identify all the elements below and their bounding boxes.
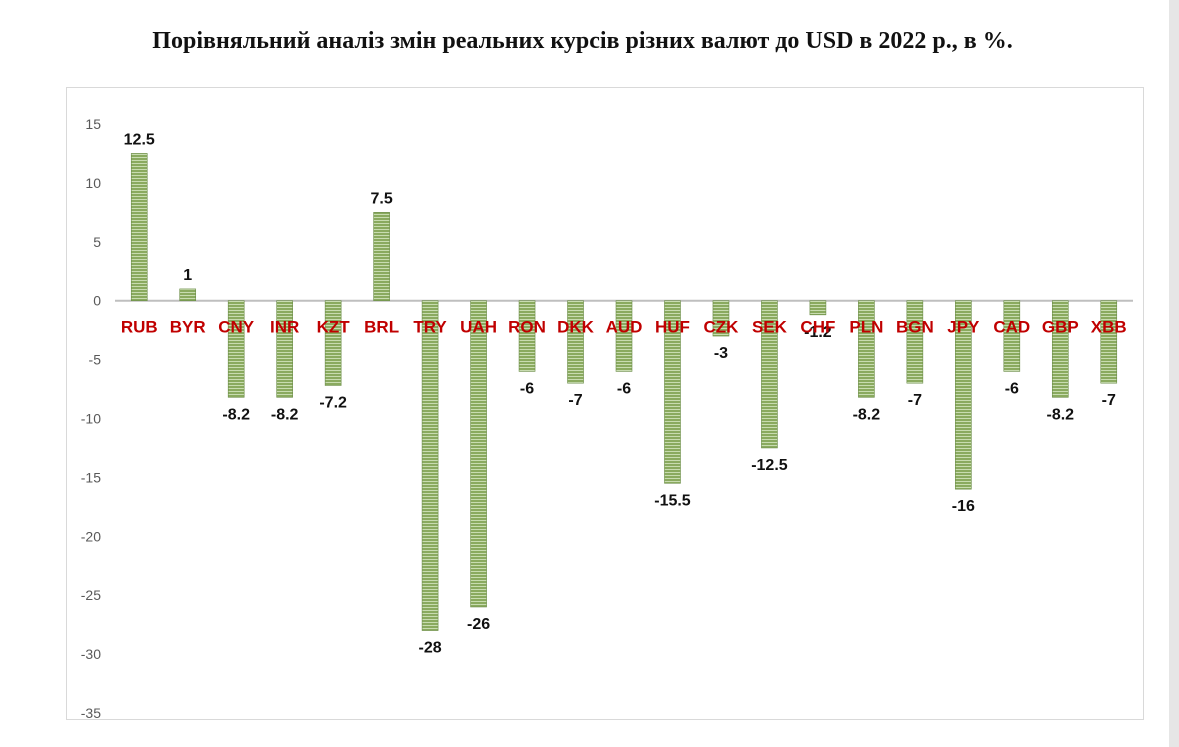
y-tick-label: -15 [81,469,101,485]
data-label: 12.5 [124,131,155,148]
bar-pln [858,300,875,398]
data-label: 7.5 [370,190,392,207]
bar-uah [470,300,487,608]
data-label: -15.5 [654,492,691,509]
category-label: TRY [413,318,447,337]
category-label: CAD [993,318,1030,337]
data-label: -3 [714,345,728,362]
category-label: INR [270,318,299,337]
bar-xbb [1100,300,1118,384]
category-label: GBP [1042,318,1079,337]
bar-chf [809,300,827,316]
category-label: BGN [896,318,934,337]
category-label: BRL [364,318,399,337]
y-tick-label: -5 [89,352,102,368]
bar-dkk [567,300,584,384]
category-label: UAH [460,318,497,337]
category-label: CZK [703,318,739,337]
bar-try [421,300,439,631]
chart-frame: 15 10 5 0 -5 -10 -15 -20 -25 -30 -35 12.5 1 -8.2 -8.2… [66,87,1144,720]
bar-jpy [955,300,972,490]
data-label: 1 [183,267,192,284]
category-label: CHF [800,318,835,337]
category-label: RUB [121,318,158,337]
data-label: -7.2 [319,395,347,412]
page-edge [1169,0,1179,747]
bar-brl [373,212,390,301]
chart-title: Порівняльний аналіз змін реальних курсів… [152,28,1013,54]
bar-cad [1003,300,1021,372]
category-label: HUF [655,318,690,337]
data-label: -28 [419,640,442,657]
y-tick-label: -35 [81,705,101,719]
category-label: SEK [752,318,788,337]
y-tick-label: -20 [81,528,101,544]
data-label: -16 [952,498,975,515]
data-label: -12.5 [751,457,788,474]
bar-bgn [906,300,924,384]
bar-inr [276,300,293,398]
category-label: DKK [557,318,595,337]
category-label: BYR [170,318,206,337]
y-tick-label: -10 [81,411,101,427]
data-label: -8.2 [1046,406,1074,423]
data-label: -7 [908,392,922,409]
data-label: -26 [467,616,490,633]
data-label: -7 [1102,392,1116,409]
bar-czk [712,300,730,337]
data-label: -8.2 [853,406,881,423]
bar-chart: 15 10 5 0 -5 -10 -15 -20 -25 -30 -35 12.5 1 -8.2 -8.2… [81,116,1133,719]
category-label: PLN [849,318,883,337]
bar-rub [130,153,148,301]
data-label: -8.2 [271,406,299,423]
bar-sek [761,300,778,449]
bar-ron [518,300,536,372]
category-label: JPY [947,318,980,337]
data-label: -6 [1005,380,1019,397]
y-tick-label: 10 [85,175,101,191]
bar-kzt [324,300,342,386]
bar-aud [615,300,633,372]
category-label: AUD [606,318,643,337]
y-tick-label: -25 [81,587,101,603]
bar-cny [227,300,245,398]
data-label: -1.2 [804,324,832,341]
data-label: -6 [617,380,631,397]
y-tick-label: -30 [81,646,101,662]
data-label: -8.2 [222,406,250,423]
bar-huf [664,300,681,484]
data-label: -6 [520,380,534,397]
y-tick-label: 15 [85,116,101,132]
category-label: KZT [317,318,351,337]
data-label: -7 [568,392,582,409]
bar-byr [179,288,197,301]
category-label: XBB [1091,318,1127,337]
y-tick-label: 5 [93,234,101,250]
category-label: CNY [218,318,255,337]
y-tick-label: 0 [93,293,101,309]
category-label: RON [508,318,546,337]
bar-gbp [1051,300,1069,398]
